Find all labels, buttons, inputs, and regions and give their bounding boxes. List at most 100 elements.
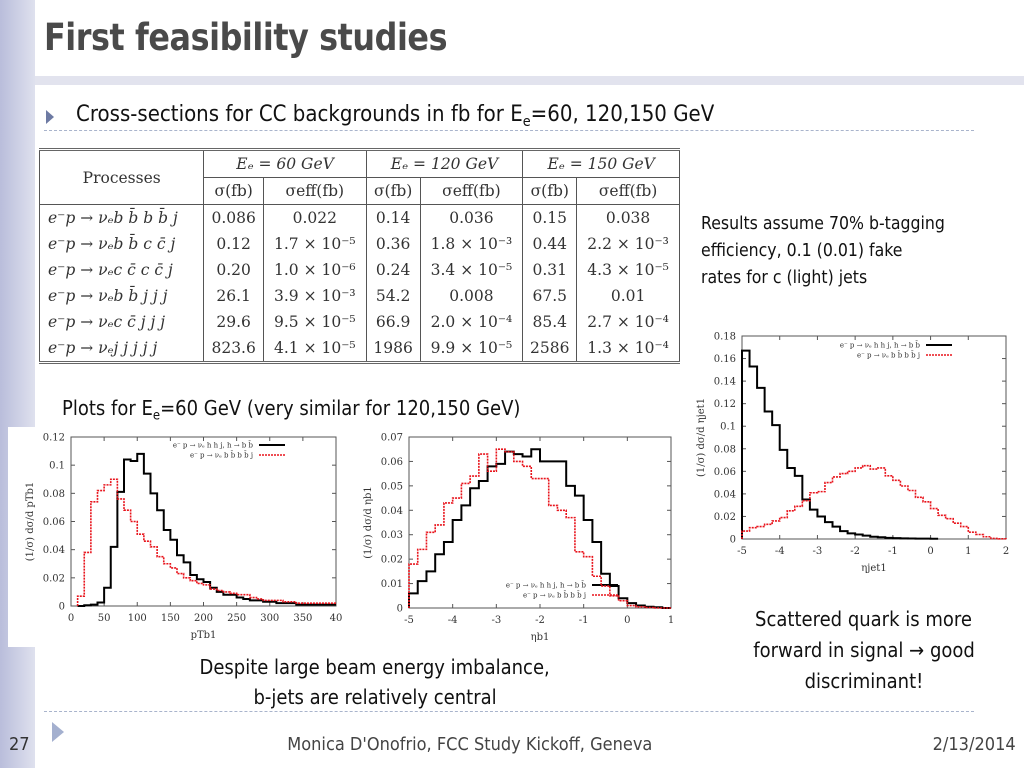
sigma-eff-cell: 4.3 × 10⁻⁵	[576, 257, 680, 283]
energy-header-150: Eₑ = 150 GeV	[522, 149, 680, 178]
y-tick-label: 0.18	[714, 332, 736, 343]
caption-line: discriminant!	[804, 669, 924, 693]
y-tick-label: 0.12	[714, 399, 736, 410]
sigma-eff-cell: 1.3 × 10⁻⁴	[576, 335, 680, 363]
x-axis-label: ηjet1	[861, 563, 886, 574]
footer-author-text: Monica D'Onofrio, FCC Study Kickoff, Gen…	[287, 734, 653, 755]
table-row: e⁻p → νₑc c̄ j j j 29.6 9.5 × 10⁻⁵ 66.9 2.0 …	[38, 309, 680, 335]
chart-eta-b-svg: 0 0.01 0.02 0.03 0.04 0.05 0.06 0.07 -5 -4 -3 -2 -1 0…	[363, 433, 674, 644]
sigma-cell: 85.4	[522, 309, 577, 335]
y-tick-label: 0.04	[381, 506, 403, 517]
plot-frame	[70, 436, 337, 607]
chart-eta-b1: 0 0.01 0.02 0.03 0.04 0.05 0.06 0.07 -5 -4 -3 -2 -1 0…	[340, 428, 675, 652]
slide-title: First feasibility studies	[44, 16, 448, 59]
x-tick-label: -2	[535, 615, 545, 626]
title-area	[35, 0, 1024, 76]
bullet-suffix: =60, 120,150 GeV	[530, 102, 715, 127]
footer-author: Monica D'Onofrio, FCC Study Kickoff, Gen…	[200, 734, 740, 755]
sigma-cell: 67.5	[522, 283, 577, 309]
caption-scattered-quark: Scattered quark is more forward in signa…	[706, 604, 1022, 697]
caption-b-jets: Despite large beam energy imbalance, b-j…	[110, 652, 640, 712]
x-tick-label: 2	[1003, 546, 1009, 557]
bullet-text: Cross-sections for CC backgrounds in fb …	[76, 102, 714, 130]
x-tick-label: 0	[68, 613, 74, 624]
sigma-eff-cell: 9.9 × 10⁻⁵	[419, 335, 523, 363]
legend-label: e⁻ p → νₑ b b̄ b b̄ j	[190, 450, 253, 460]
x-tick-label: 250	[227, 613, 246, 624]
page-number: 27	[9, 734, 30, 755]
sigma-cell: 54.2	[365, 283, 421, 309]
sigma-eff-cell: 0.036	[419, 204, 523, 231]
x-tick-label: -4	[448, 615, 458, 626]
y-tick-label: 0.02	[43, 573, 65, 584]
sigma-eff-header: σeff(fb)	[576, 177, 680, 205]
legend-label: e⁻ p → νₑ b b̄ b b̄ j	[857, 350, 920, 360]
x-tick-label: -3	[491, 615, 501, 626]
sigma-eff-cell: 3.9 × 10⁻³	[262, 283, 367, 309]
sigma-cell: 0.086	[203, 204, 264, 231]
y-tick-label: 0.16	[714, 354, 736, 365]
sigma-eff-cell: 0.008	[419, 283, 523, 309]
y-tick-label: 0.06	[43, 517, 65, 528]
sigma-cell: 29.6	[203, 309, 264, 335]
x-tick-label: 300	[260, 613, 279, 624]
footer-date: 2/13/2014	[880, 734, 1020, 755]
sigma-header: σ(fb)	[365, 177, 421, 205]
sigma-cell: 0.20	[203, 257, 264, 283]
legend-label: e⁻ p → νₑ b b̄ b b̄ j	[523, 590, 586, 600]
x-tick-label: 350	[293, 613, 312, 624]
sidebar-decoration	[0, 0, 35, 768]
y-tick-label: 0.08	[43, 489, 65, 500]
x-tick-label: -4	[775, 546, 785, 557]
table-row: e⁻p → νₑb b̄ j j j 26.1 3.9 × 10⁻³ 54.2 0.00…	[38, 283, 680, 309]
x-tick-label: 1	[965, 546, 971, 557]
bullet-arrow-icon	[46, 110, 54, 124]
sigma-cell: 0.36	[365, 231, 421, 257]
note-line: rates for c (light) jets	[701, 268, 868, 288]
process-cell: e⁻p → νₑb b̄ b b̄ j	[38, 204, 204, 231]
caption-line: forward in signal → good	[753, 638, 975, 662]
table-row: e⁻p → νₑj j j j j 823.6 4.1 × 10⁻⁵ 1986 9.9 …	[38, 335, 680, 363]
y-axis-label: (1/σ) dσ/d pTb1	[25, 482, 36, 562]
y-tick-label: 0.1	[720, 422, 736, 433]
sigma-eff-cell: 2.7 × 10⁻⁴	[576, 309, 680, 335]
title-band	[35, 76, 1024, 85]
sigma-eff-cell: 2.2 × 10⁻³	[576, 231, 680, 257]
bullet-row: Cross-sections for CC backgrounds in fb …	[44, 100, 974, 131]
chart-pt-b1: 0 0.02 0.04 0.06 0.08 0.1 0.12 0 50 100 150 200 250 3…	[8, 428, 343, 652]
sigma-cell: 0.14	[365, 204, 421, 231]
processes-header: Processes	[38, 149, 204, 205]
y-tick-label: 0.02	[381, 555, 403, 566]
y-tick-label: 0.04	[43, 545, 65, 556]
process-cell: e⁻p → νₑb b̄ j j j	[38, 283, 204, 309]
process-cell: e⁻p → νₑc c̄ c c̄ j	[38, 257, 204, 283]
chart-eta-jet1: 0 0.02 0.04 0.06 0.08 0.1 0.12 0.14 0.16 0.18 -5 -4…	[680, 326, 1020, 592]
y-axis-label: (1/σ) dσ/d ηb1	[363, 486, 374, 558]
plots-heading-subscript: e	[152, 408, 161, 424]
energy-header-120: Eₑ = 120 GeV	[365, 149, 523, 178]
footer-arrow-icon	[52, 722, 64, 742]
sigma-eff-cell: 0.038	[576, 204, 680, 231]
y-tick-label: 0.07	[381, 433, 403, 444]
legend-label: e⁻ p → νₑ h h j, h → b b̄	[840, 340, 921, 350]
table-row: e⁻p → νₑc c̄ c c̄ j 0.20 1.0 × 10⁻⁶ 0.24 3.4…	[38, 257, 680, 283]
plot-frame	[741, 335, 1007, 540]
x-tick-label: -5	[737, 546, 747, 557]
background-series-line	[741, 464, 1007, 540]
background-series-line	[408, 448, 671, 609]
plots-heading-suffix: =60 GeV (very similar for 120,150 GeV)	[160, 396, 521, 420]
y-axis-label: (1/σ) dσ/d ηjet1	[696, 398, 707, 477]
x-tick-label: -2	[850, 546, 860, 557]
sigma-cell: 1986	[365, 335, 421, 363]
sigma-cell: 26.1	[203, 283, 264, 309]
signal-series-line	[741, 349, 939, 540]
sigma-eff-header: σeff(fb)	[419, 177, 523, 205]
x-tick-label: 40	[330, 613, 343, 624]
y-tick-label: 0.03	[381, 530, 403, 541]
x-tick-label: -3	[813, 546, 823, 557]
y-tick-label: 0	[59, 602, 65, 613]
bullet-subscript: e	[522, 114, 531, 130]
chart-pt-svg: 0 0.02 0.04 0.06 0.08 0.1 0.12 0 50 100 150 200 250 3…	[25, 433, 343, 642]
sigma-cell: 0.12	[203, 231, 264, 257]
sigma-eff-cell: 1.0 × 10⁻⁶	[262, 257, 367, 283]
